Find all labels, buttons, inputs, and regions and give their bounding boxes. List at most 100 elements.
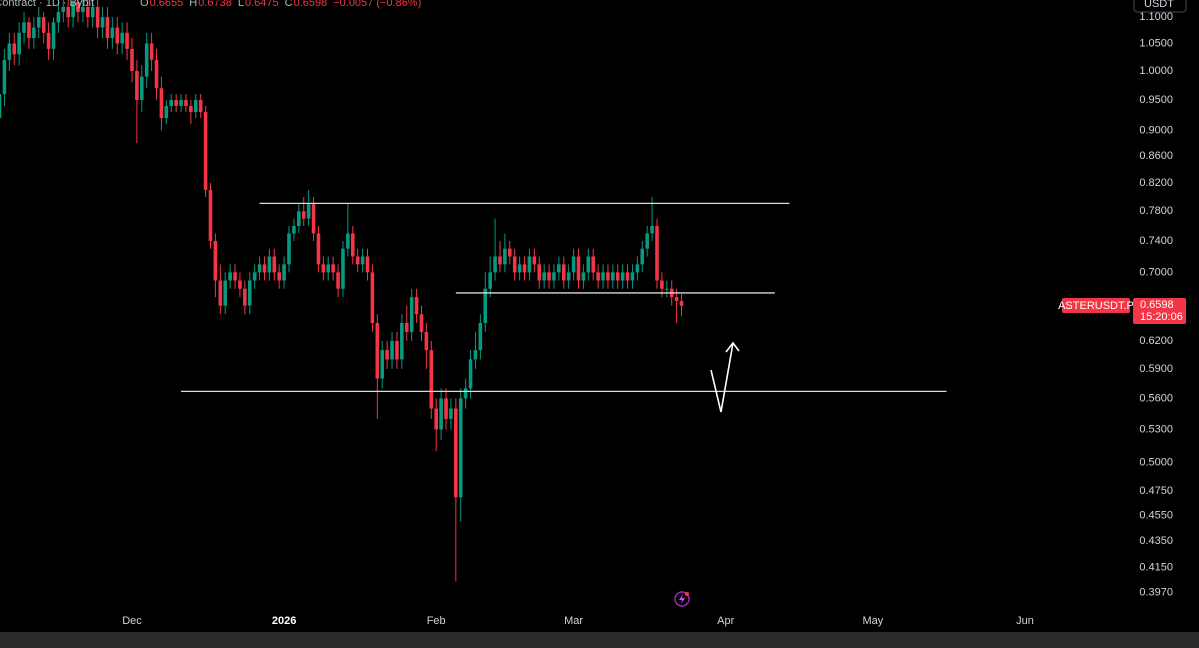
x-tick-label: May <box>863 615 884 627</box>
x-tick-label: Dec <box>122 615 142 627</box>
candle-body <box>341 248 345 289</box>
candle-body <box>76 1 80 13</box>
y-tick-label: 0.9500 <box>1139 94 1173 106</box>
candle-body <box>17 32 21 55</box>
candle-body <box>346 233 350 249</box>
candle-body <box>655 225 659 281</box>
candle-body <box>95 7 100 28</box>
candle-body <box>552 272 556 281</box>
candle-body <box>179 99 183 106</box>
candle-body <box>81 7 85 13</box>
candle-body <box>576 256 581 281</box>
y-tick-label: 0.5600 <box>1139 392 1173 404</box>
candle-body <box>581 272 586 281</box>
candle-body <box>272 256 277 273</box>
candle-body <box>601 272 605 281</box>
candle-body <box>512 256 517 273</box>
y-tick-label: 0.3970 <box>1139 587 1173 599</box>
candle-body <box>360 256 365 265</box>
candle-body <box>203 111 208 190</box>
candle-body <box>537 264 542 281</box>
y-tick-label: 0.7000 <box>1139 266 1173 278</box>
candle-body <box>493 256 497 273</box>
x-tick-label: Apr <box>717 615 734 627</box>
candle-body <box>90 7 95 18</box>
candle-body <box>630 272 635 281</box>
symbol-tag <box>1062 298 1130 313</box>
lightning-icon[interactable] <box>674 591 690 607</box>
ohlc-value: 0.6655 <box>150 0 184 9</box>
candle-body <box>650 225 654 234</box>
x-tick-label: Jun <box>1016 615 1034 627</box>
candle-body <box>365 256 370 273</box>
candle-body <box>27 22 31 39</box>
plot-area <box>0 0 947 582</box>
last-price-label: 0.6598 <box>1140 299 1174 311</box>
candle-body <box>154 59 159 89</box>
last-price-tag <box>1133 298 1186 324</box>
x-tick-label: Mar <box>564 615 583 627</box>
candle-body <box>640 248 645 265</box>
candle-body <box>223 280 228 306</box>
candle-body <box>429 350 434 409</box>
candle-body <box>458 398 463 498</box>
y-tick-label: 0.8600 <box>1139 150 1173 162</box>
candle-body <box>645 233 649 249</box>
candle-body <box>311 204 316 234</box>
candle-body <box>149 43 154 60</box>
candle-body <box>2 59 7 95</box>
candle-body <box>86 7 90 18</box>
candle-body <box>532 256 537 265</box>
lightning-bolt <box>679 594 685 604</box>
y-tick-label: 0.5000 <box>1139 456 1173 468</box>
candle-body <box>390 340 394 360</box>
currency-box[interactable] <box>1133 0 1187 13</box>
candle-body <box>615 272 620 281</box>
y-tick-label: 0.9000 <box>1139 124 1173 136</box>
ohlc-legend: O 0.6655 H 0.6738 L 0.6475 C 0.6598 −0.0057 (−0.… <box>140 0 421 9</box>
candle-body <box>508 248 512 257</box>
candle-body <box>110 27 115 39</box>
candle-body <box>301 211 306 219</box>
candle-body <box>547 272 551 281</box>
candle-body <box>424 331 429 351</box>
candle-body <box>120 32 124 44</box>
candle-body <box>488 272 492 289</box>
y-tick-label: 0.7400 <box>1139 235 1173 247</box>
y-tick-label: 0.4750 <box>1139 485 1173 497</box>
candle-body <box>218 280 223 306</box>
candle-body <box>12 43 17 55</box>
y-tick-label: 1.0500 <box>1139 37 1173 49</box>
ohlc-letter: H <box>189 0 197 9</box>
candle-body <box>36 17 41 28</box>
candle-body <box>292 225 296 234</box>
candle-body <box>611 272 615 281</box>
candle-body <box>243 288 247 306</box>
candle-body <box>56 12 61 23</box>
candle-body <box>350 233 355 257</box>
candle-body <box>566 272 571 281</box>
candle-body <box>404 322 409 332</box>
candle-body <box>51 22 56 49</box>
axes: 1.1000 1.0500 1.0000 0.9500 0.9000 0.8600 0.82… <box>122 11 1173 627</box>
x-tick-label: 2026 <box>272 615 296 627</box>
y-tick-label: 0.5300 <box>1139 423 1173 435</box>
candle-body <box>71 1 75 18</box>
candle-body <box>282 264 286 281</box>
candle-body <box>454 408 458 498</box>
candle-body <box>46 32 51 49</box>
candle-body <box>22 22 26 33</box>
candle-body <box>193 99 198 112</box>
candle-body <box>419 314 424 332</box>
candle-body <box>463 388 468 399</box>
candle-body <box>287 233 291 265</box>
ohlc-letter: C <box>285 0 293 9</box>
candle-body <box>61 7 66 13</box>
candle-body <box>32 27 36 39</box>
currency-label[interactable]: USDT <box>1144 0 1174 10</box>
candle-body <box>370 272 375 323</box>
candle-body <box>375 322 380 379</box>
y-tick-label: 0.6200 <box>1139 335 1173 347</box>
candle-body <box>135 71 139 100</box>
candle-body <box>321 264 326 273</box>
